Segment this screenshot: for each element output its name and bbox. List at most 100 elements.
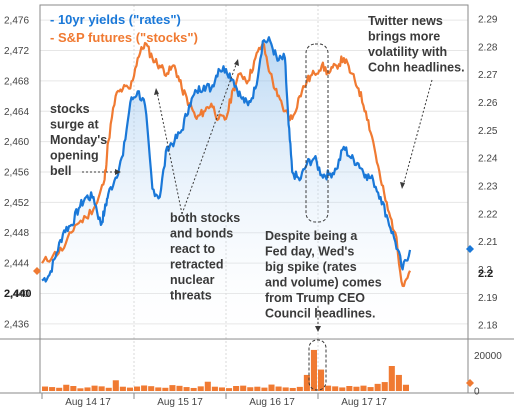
volume-bar — [261, 387, 268, 391]
volume-bar — [289, 387, 296, 391]
volume-bar — [126, 387, 133, 391]
left-tick-label: 2,440 — [4, 289, 29, 300]
arrow-nuclear-1 — [156, 91, 183, 215]
volume-bar — [282, 387, 289, 391]
right-tick-label: 2.24 — [478, 154, 498, 165]
volume-bar — [56, 387, 63, 391]
right-tick-label: 2.27 — [478, 70, 498, 81]
x-tick-label: Aug 15 17 — [157, 397, 203, 408]
right-tick-label: 2.25 — [478, 126, 498, 137]
annotation-arrowheads — [115, 59, 405, 332]
volume-bar — [318, 369, 325, 391]
annotation-line: Twitter news — [368, 14, 443, 28]
annotations: stocks surge at Monday's opening bell both st… — [50, 14, 465, 321]
volume-bar — [155, 387, 162, 391]
volume-bar — [353, 386, 360, 391]
volume-bar — [254, 386, 261, 391]
volume-bar — [204, 381, 211, 391]
x-tick-label: Aug 17 17 — [341, 397, 387, 408]
legend-item-stocks: - S&P futures ("stocks") — [50, 30, 198, 45]
left-tick-label: 2,444 — [4, 259, 29, 270]
right-tick-label: 2.2 — [478, 265, 492, 276]
volume-bar — [134, 386, 141, 391]
volume-bar — [346, 386, 353, 391]
series-line-stocks — [41, 41, 411, 288]
volume-bar — [296, 386, 303, 391]
annotation-fedday: Despite being a Fed day, Wed's big spike (… — [265, 229, 382, 321]
annotation-arrows — [82, 61, 433, 329]
annotation-line: Monday's — [50, 133, 107, 147]
annotation-line: volatility with — [368, 45, 447, 59]
annotation-line: stocks — [50, 102, 90, 116]
left-tick-label: 2,436 — [4, 319, 29, 330]
highlight-box-rates — [305, 43, 329, 223]
annotation-twitter: Twitter news brings more volatility with Co… — [368, 14, 465, 75]
x-tick-label: Aug 16 17 — [249, 397, 295, 408]
left-tick-label: 2,464 — [4, 107, 29, 118]
left-tick-label: 2,468 — [4, 76, 29, 87]
x-axis-ticks: Aug 14 17 Aug 15 17 Aug 16 17 Aug 17 17 — [41, 393, 387, 408]
volume-bar — [360, 385, 367, 391]
arrow-twitter — [402, 79, 433, 187]
left-tick-label: 2,460 — [4, 137, 29, 148]
left-tick-label: 2,472 — [4, 46, 29, 57]
arrowhead-nuclear-1 — [154, 88, 159, 95]
series-line-rates — [41, 36, 412, 283]
arrowhead-fedday — [315, 326, 321, 332]
volume-bar — [275, 386, 282, 391]
annotation-line: threats — [170, 289, 212, 303]
volume-bar — [105, 387, 112, 391]
left-tick-label: 2,448 — [4, 228, 29, 239]
left-current-value-label: 2,440 — [4, 288, 32, 300]
arrowhead-monday — [115, 169, 121, 175]
volume-bar — [183, 387, 190, 391]
right-current-value-label: 2.2 — [478, 268, 493, 280]
volume-bar — [247, 387, 254, 391]
volume-axis-ticks: 20000 0 — [474, 351, 502, 398]
volume-bar — [332, 386, 339, 391]
annotation-line: big spike (rates — [265, 260, 357, 274]
volume-bar — [77, 388, 84, 391]
left-tick-label: 2,456 — [4, 168, 29, 179]
volume-bar — [91, 385, 98, 391]
volume-bar — [381, 382, 388, 391]
volume-bar — [169, 385, 176, 391]
right-tick-label: 2.23 — [478, 181, 498, 192]
annotation-line: both stocks — [170, 211, 240, 225]
left-tick-label: 2,476 — [4, 16, 29, 27]
volume-bar — [84, 387, 91, 391]
annotation-line: Cohn headlines. — [368, 61, 465, 75]
legend-item-rates: - 10yr yields ("rates") — [50, 12, 181, 27]
volume-bar — [395, 374, 402, 391]
right-tick-label: 2.26 — [478, 98, 498, 109]
arrow-nuclear-2 — [181, 61, 238, 215]
volume-bar — [211, 386, 218, 391]
annotation-line: and volume) comes — [265, 276, 382, 290]
volume-current-value-marker — [466, 379, 474, 387]
volume-bars — [42, 349, 409, 391]
right-tick-label: 2.29 — [478, 14, 498, 25]
volume-bar — [119, 386, 126, 391]
right-tick-label: 2.19 — [478, 293, 498, 304]
volume-bar — [197, 386, 204, 391]
annotation-nuclear: both stocks and bonds react to retracted nuc… — [170, 211, 240, 303]
annotation-line: nuclear — [170, 273, 215, 287]
volume-bar — [240, 385, 247, 391]
annotation-line: Despite being a — [265, 229, 358, 243]
volume-bar — [303, 374, 310, 391]
volume-bar — [148, 386, 155, 391]
right-tick-label: 2.18 — [478, 321, 498, 332]
right-current-value-marker — [466, 245, 474, 253]
rates-area-fill — [42, 37, 410, 339]
right-tick-label: 2.22 — [478, 209, 498, 220]
annotation-line: Fed day, Wed's — [265, 245, 354, 259]
volume-bar — [98, 386, 105, 391]
volume-bar — [268, 384, 275, 391]
annotation-line: bell — [50, 164, 72, 178]
left-tick-label: 2,452 — [4, 198, 29, 209]
volume-bar — [218, 387, 225, 391]
x-tick-label: Aug 14 17 — [65, 397, 111, 408]
volume-bar — [162, 387, 169, 391]
volume-bar — [325, 385, 332, 391]
